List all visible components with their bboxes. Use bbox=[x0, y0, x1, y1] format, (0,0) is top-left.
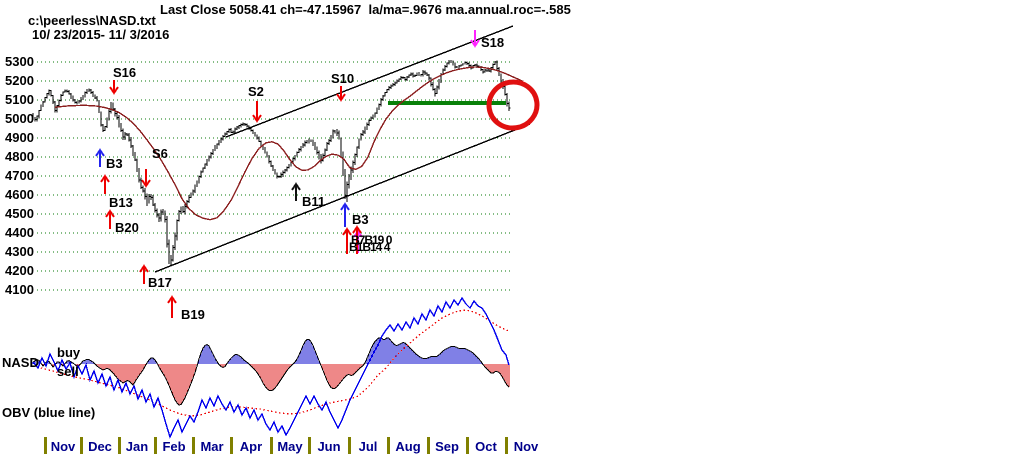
chart-title: Last Close 5058.41 ch=-47.15967 la/ma=.9… bbox=[160, 2, 571, 17]
signal-label-b3-11: B3 bbox=[352, 212, 369, 227]
signal-label-s6-4: S6 bbox=[152, 146, 168, 161]
y-axis-label-4900: 4900 bbox=[5, 130, 34, 145]
y-axis-label-4400: 4400 bbox=[5, 225, 34, 240]
signal-label-b11-10: B11 bbox=[302, 194, 326, 209]
y-axis-label-5000: 5000 bbox=[5, 111, 34, 126]
month-tick-8 bbox=[348, 437, 351, 454]
signal-arrow-S2 bbox=[252, 101, 262, 123]
month-label-jul-8: Jul bbox=[358, 439, 378, 454]
signal-label-s2-1: S2 bbox=[248, 84, 264, 99]
y-axis-label-4200: 4200 bbox=[5, 263, 34, 278]
file-path-label: c:\peerless\NASD.txt bbox=[28, 13, 156, 28]
month-label-oct-11: Oct bbox=[475, 439, 497, 454]
y-axis-label-4700: 4700 bbox=[5, 168, 34, 183]
signal-arrow-extra-14 bbox=[352, 225, 362, 254]
signal-arrow-S16 bbox=[109, 80, 119, 95]
month-tick-10 bbox=[427, 437, 430, 454]
month-label-nov-0: Nov bbox=[50, 439, 76, 454]
month-tick-7 bbox=[308, 437, 311, 454]
signal-label-b20-7: B20 bbox=[115, 220, 139, 235]
month-tick-5 bbox=[230, 437, 233, 454]
month-label-sep-10: Sep bbox=[435, 439, 459, 454]
month-label-aug-9: Aug bbox=[395, 439, 421, 454]
month-label-feb-3: Feb bbox=[162, 439, 186, 454]
month-tick-0 bbox=[44, 437, 47, 454]
signal-arrow-S18 bbox=[470, 30, 480, 48]
signal-arrow-B17 bbox=[139, 264, 149, 284]
month-label-jan-2: Jan bbox=[125, 439, 149, 454]
month-tick-11 bbox=[466, 437, 469, 454]
month-tick-9 bbox=[387, 437, 390, 454]
month-label-may-6: May bbox=[277, 439, 303, 454]
y-axis-label-4800: 4800 bbox=[5, 149, 34, 164]
y-axis-label-5200: 5200 bbox=[5, 73, 34, 88]
signal-arrow-S6 bbox=[141, 169, 151, 188]
signal-label-b17-8: B17 bbox=[148, 275, 172, 290]
signal-arrow-B20 bbox=[105, 209, 115, 229]
month-label-mar-4: Mar bbox=[200, 439, 224, 454]
signal-arrow-B3 bbox=[95, 148, 105, 167]
signal-arrow-B19 bbox=[167, 295, 177, 318]
month-tick-4 bbox=[192, 437, 195, 454]
y-axis-label-4600: 4600 bbox=[5, 187, 34, 202]
month-label-jun-7: Jun bbox=[317, 439, 341, 454]
date-range-label: 10/ 23/2015- 11/ 3/2016 bbox=[32, 27, 170, 42]
y-axis-label-5300: 5300 bbox=[5, 54, 34, 69]
y-axis-label-5100: 5100 bbox=[5, 92, 34, 107]
obv-label: OBV (blue line) bbox=[2, 405, 96, 420]
buy-label: buy bbox=[57, 345, 81, 360]
month-label-nov-12: Nov bbox=[513, 439, 539, 454]
symbol-label: NASD bbox=[2, 355, 39, 370]
month-tick-2 bbox=[118, 437, 121, 454]
signal-label-b3-5: B3 bbox=[106, 156, 123, 171]
y-axis-label-4100: 4100 bbox=[5, 282, 34, 297]
y-axis-label-4500: 4500 bbox=[5, 206, 34, 221]
signal-arrow-B11 bbox=[291, 182, 301, 201]
signal-label-s10-2: S10 bbox=[331, 71, 355, 86]
sell-label: sell bbox=[57, 364, 79, 379]
month-label-dec-1: Dec bbox=[88, 439, 112, 454]
overlapped-signal-text-0: B7B19 0 bbox=[351, 233, 392, 247]
signal-arrow-S10 bbox=[336, 86, 346, 102]
signal-arrow-B13 bbox=[100, 174, 110, 194]
month-label-apr-5: Apr bbox=[239, 439, 263, 454]
signal-arrow-extra-13 bbox=[342, 227, 352, 254]
signal-label-s18-3: S18 bbox=[481, 35, 505, 50]
month-tick-6 bbox=[270, 437, 273, 454]
signal-label-b19-9: B19 bbox=[181, 307, 205, 322]
signal-label-b13-6: B13 bbox=[109, 195, 133, 210]
month-tick-12 bbox=[505, 437, 508, 454]
y-axis-label-4300: 4300 bbox=[5, 244, 34, 259]
overlapped-signal-text-1: B1B14 4 bbox=[349, 240, 390, 254]
signal-arrow-B3 bbox=[340, 202, 350, 227]
month-tick-1 bbox=[80, 437, 83, 454]
month-tick-3 bbox=[154, 437, 157, 454]
signal-label-s16-0: S16 bbox=[113, 65, 137, 80]
